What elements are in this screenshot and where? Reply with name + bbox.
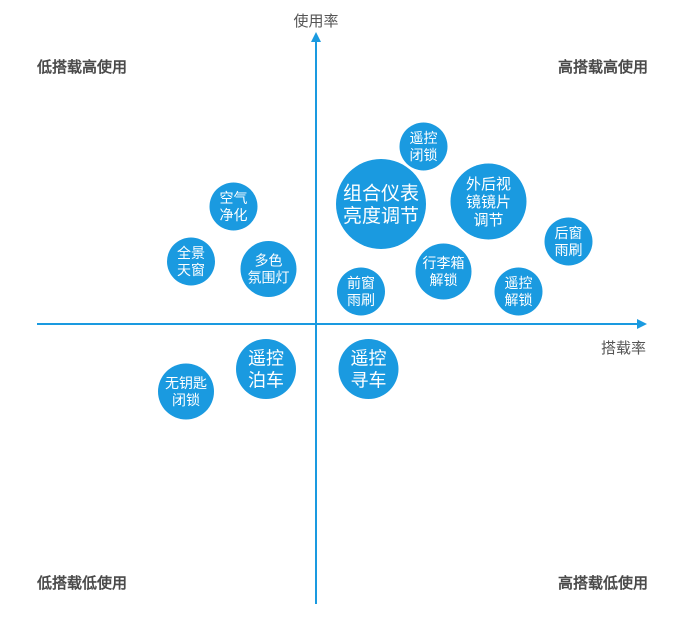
- quadrant-label-top-right: 高搭载高使用: [558, 58, 648, 76]
- bubble-label-0-line-0: 遥控: [410, 131, 438, 147]
- bubble-6: [240, 241, 297, 297]
- bubble-label-7-line-0: 行李箱: [423, 256, 465, 272]
- bubble-label-2-line-0: 外后视: [466, 175, 511, 193]
- bubble-label-9-line-1: 解锁: [505, 293, 533, 309]
- bubble-7: [415, 243, 472, 300]
- bubble-label-7-line-1: 解锁: [430, 273, 458, 289]
- bubble-label-11-line-0: 遥控: [351, 349, 387, 370]
- bubble-label-2-line-1: 镜镜片: [466, 193, 511, 211]
- bubble-label-10-line-0: 遥控: [248, 349, 284, 370]
- bubble-label-3-line-1: 净化: [220, 208, 248, 224]
- bubble-10: [236, 339, 296, 399]
- bubble-label-2-line-2: 调节: [473, 211, 503, 229]
- x-axis-label: 搭载率: [601, 339, 646, 357]
- bubble-label-6-line-0: 多色: [255, 253, 283, 270]
- bubble-3: [209, 182, 258, 231]
- bubble-5: [167, 237, 215, 286]
- quadrant-label-top-left: 低搭载高使用: [36, 58, 127, 76]
- bubble-label-5-line-0: 全景: [177, 245, 205, 262]
- bubble-label-4-line-0: 后窗: [555, 225, 583, 242]
- bubble-label-12-line-1: 闭锁: [172, 393, 200, 409]
- bubble-label-8-line-0: 前窗: [347, 275, 375, 292]
- bubble-2: [450, 163, 527, 240]
- bubble-label-8-line-1: 雨刷: [347, 293, 375, 309]
- bubble-11: [338, 339, 399, 399]
- bubble-label-6-line-1: 氛围灯: [248, 270, 290, 286]
- bubbles-group: 遥控闭锁组合仪表亮度调节外后视镜镜片调节空气净化后窗雨刷全景天窗多色氛围灯行李箱…: [158, 122, 593, 420]
- bubble-label-1-line-0: 组合仪表: [343, 182, 419, 204]
- y-axis-label: 使用率: [293, 12, 338, 30]
- bubble-label-11-line-1: 寻车: [351, 370, 387, 391]
- bubble-label-1-line-1: 亮度调节: [343, 205, 419, 227]
- bubble-label-12-line-0: 无钥匙: [165, 376, 207, 392]
- quadrant-label-bottom-left: 低搭载低使用: [36, 574, 127, 592]
- bubble-9: [494, 267, 543, 316]
- bubble-label-4-line-1: 雨刷: [555, 243, 583, 259]
- bubble-label-10-line-1: 泊车: [248, 370, 284, 391]
- bubble-1: [336, 159, 426, 249]
- bubble-label-0-line-1: 闭锁: [410, 148, 438, 164]
- quadrant-label-bottom-right: 高搭载低使用: [558, 574, 648, 592]
- bubble-4: [544, 217, 593, 266]
- bubble-label-5-line-1: 天窗: [177, 262, 205, 279]
- bubble-label-9-line-0: 遥控: [505, 276, 533, 292]
- bubble-0: [399, 122, 448, 171]
- bubble-8: [337, 267, 385, 316]
- bubble-12: [158, 363, 214, 420]
- bubble-label-3-line-0: 空气: [220, 191, 248, 207]
